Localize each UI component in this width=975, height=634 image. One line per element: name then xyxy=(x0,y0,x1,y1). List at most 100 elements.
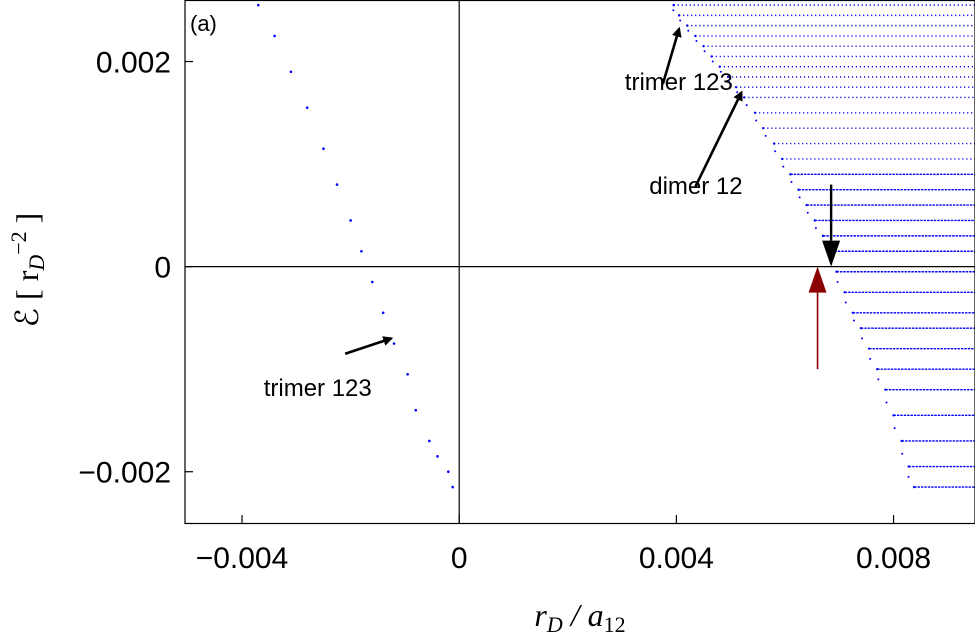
envelope-point xyxy=(695,40,698,43)
y-tick-label: −0.002 xyxy=(78,457,171,490)
envelope-point xyxy=(711,60,714,63)
axes: −0.004 0 0.004 0.008 −0.002 0 0.002 xyxy=(78,0,975,575)
level-start-point xyxy=(900,439,903,443)
data-point xyxy=(273,34,276,38)
level-start-point xyxy=(743,96,746,99)
level-start-point xyxy=(789,173,792,176)
level-start-point xyxy=(677,14,681,17)
envelope-point xyxy=(861,337,864,340)
envelope-point xyxy=(679,19,682,22)
data-point xyxy=(406,373,409,376)
level-start-point xyxy=(726,75,730,79)
annotation-label: dimer 12 xyxy=(649,173,742,200)
envelope-point xyxy=(814,227,817,230)
level-start-point xyxy=(753,111,757,115)
data-point xyxy=(322,147,325,150)
x-axis-label: rD / a12 xyxy=(534,597,625,634)
data-point xyxy=(335,183,339,186)
y-tick-label: 0.002 xyxy=(96,47,171,80)
envelope-point xyxy=(782,165,785,168)
data-points xyxy=(256,3,975,489)
level-start-point xyxy=(884,388,887,391)
level-start-point xyxy=(867,347,871,350)
y-axis-label-lead: ℰ [ r xyxy=(9,270,45,327)
y-axis-label-close: ] xyxy=(9,213,45,232)
annotations: trimer 123 dimer 12 trimer 123 xyxy=(264,26,841,402)
level-start-point xyxy=(718,65,722,68)
up-arrow-head xyxy=(808,266,827,293)
level-start-point xyxy=(813,219,817,222)
envelope-point xyxy=(764,134,767,137)
envelope-point xyxy=(798,196,801,199)
envelope-point xyxy=(836,281,839,284)
level-start-point xyxy=(835,270,838,273)
x-tick-label: −0.004 xyxy=(196,542,289,575)
x-axis-label-main: r xyxy=(534,597,547,633)
level-start-point xyxy=(892,414,895,417)
envelope-point xyxy=(877,378,880,381)
level-start-point xyxy=(912,485,916,489)
x-tick-label: 0 xyxy=(451,542,468,575)
level-start-point xyxy=(859,326,863,330)
data-point xyxy=(414,408,418,412)
data-point xyxy=(428,439,431,443)
annotation-label: trimer 123 xyxy=(264,375,372,402)
level-start-point xyxy=(702,44,705,48)
data-point xyxy=(305,106,309,109)
data-point xyxy=(289,70,293,74)
envelope-point xyxy=(703,50,706,53)
envelope-point xyxy=(885,401,888,404)
panel-label: (a) xyxy=(190,11,217,36)
level-start-point xyxy=(781,157,784,161)
data-point xyxy=(447,470,450,474)
envelope-point xyxy=(736,91,739,94)
data-point xyxy=(349,219,352,222)
annotation-arrow xyxy=(344,336,394,356)
y-axis-label-sub: D xyxy=(24,255,49,272)
level-start-point xyxy=(805,203,808,207)
data-point xyxy=(371,280,374,284)
envelope-point xyxy=(907,475,910,478)
data-point xyxy=(256,3,260,7)
level-start-point xyxy=(797,188,800,191)
x-axis-label-sub2: 12 xyxy=(604,612,626,634)
envelope-point xyxy=(719,70,722,73)
envelope-point xyxy=(852,319,855,322)
envelope-point xyxy=(893,427,896,430)
data-point xyxy=(360,249,363,253)
level-start-point xyxy=(686,24,689,27)
level-start-point xyxy=(851,311,855,314)
envelope-point xyxy=(844,301,847,304)
y-tick-label: 0 xyxy=(154,252,171,285)
annotation-arrow xyxy=(694,90,743,188)
level-start-point xyxy=(821,234,825,238)
envelope-point xyxy=(790,181,793,184)
level-start-point xyxy=(772,142,776,145)
y-axis-label-sup: −2 xyxy=(6,231,31,254)
data-point xyxy=(392,342,396,345)
level-start-point xyxy=(672,3,675,7)
x-tick-label: 0.008 xyxy=(856,542,931,575)
y-axis-label: ℰ [ rD−2 ] xyxy=(6,213,49,328)
envelope-point xyxy=(901,452,904,455)
data-point xyxy=(451,485,454,489)
envelope-point xyxy=(755,119,758,122)
x-tick-label: 0.004 xyxy=(639,542,714,575)
x-axis-label-sep: / a xyxy=(563,597,604,633)
level-start-point xyxy=(907,465,910,468)
level-start-point xyxy=(734,85,738,89)
level-start-point xyxy=(762,126,765,130)
level-start-point xyxy=(694,34,697,38)
x-axis-label-sub: D xyxy=(546,612,563,634)
envelope-point xyxy=(728,81,731,84)
level-start-point xyxy=(710,55,713,58)
down-arrow-head xyxy=(822,240,841,267)
envelope-point xyxy=(687,29,690,32)
envelope-point xyxy=(745,104,748,107)
plot-frame xyxy=(184,0,975,525)
data-point xyxy=(436,455,439,458)
annotation-arrow xyxy=(661,26,682,85)
annotation-label: trimer 123 xyxy=(625,69,733,96)
data-point xyxy=(381,311,385,315)
